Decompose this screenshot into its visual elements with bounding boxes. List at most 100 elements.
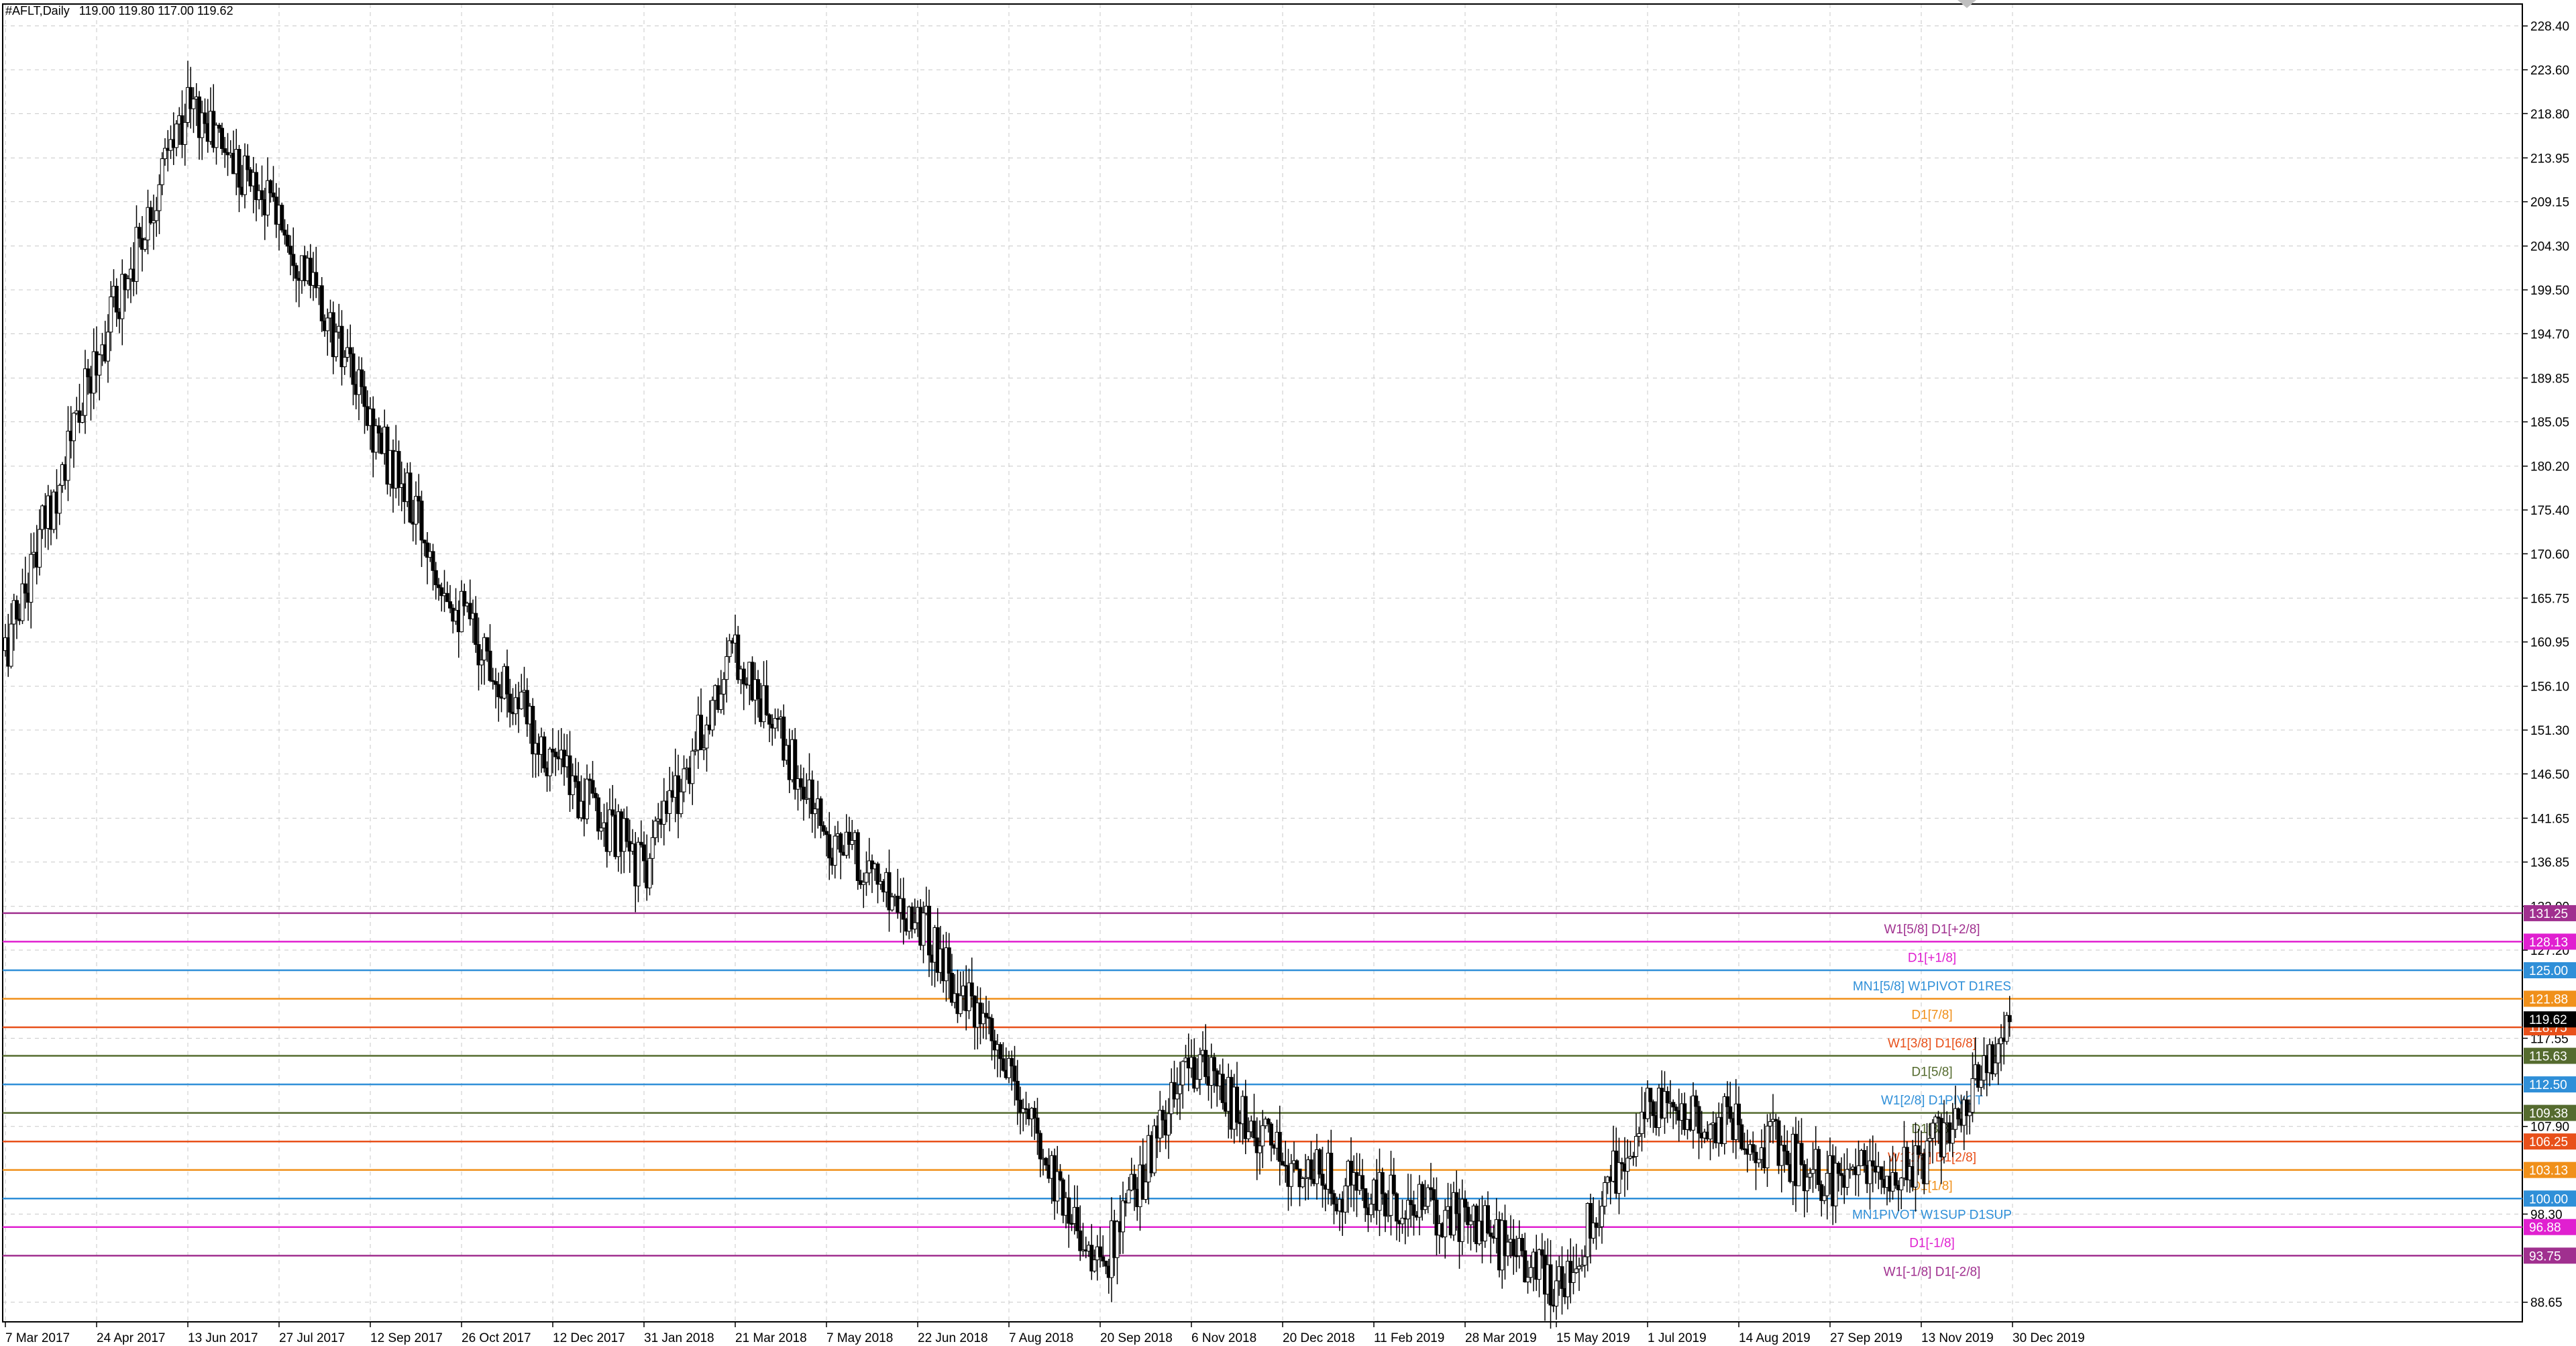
candle-body (927, 905, 931, 955)
candle-body (1320, 1174, 1325, 1186)
candle-body (291, 254, 296, 266)
candle-body (1847, 1168, 1852, 1171)
candle-body (775, 718, 780, 720)
candle-body (66, 430, 70, 481)
candle-body (1765, 1125, 1770, 1168)
candle-body (1021, 1108, 1026, 1113)
candle-body (810, 779, 814, 815)
candle-body (847, 831, 851, 845)
candle-body (650, 837, 655, 859)
candle-body (1423, 1206, 1428, 1210)
candle-body (280, 205, 284, 231)
candle-body (1078, 1230, 1083, 1251)
candle-body (325, 317, 330, 331)
candle-body (722, 679, 726, 694)
candle-body (1067, 1197, 1071, 1224)
time-tick-label: 20 Dec 2018 (1283, 1331, 1355, 1345)
price-tag-label: 112.50 (2529, 1078, 2567, 1092)
candle-body (1254, 1137, 1259, 1153)
candle-body (1486, 1205, 1490, 1233)
candle-body (494, 681, 498, 685)
price-tag-label: 125.00 (2529, 964, 2568, 978)
candle-body (200, 112, 205, 138)
candle-body (1560, 1266, 1564, 1289)
candle-body (693, 749, 698, 752)
candle-body (163, 148, 167, 160)
candle-body (1913, 1145, 1918, 1188)
candle-body (1281, 1161, 1285, 1166)
candle-body (1942, 1122, 1946, 1157)
candle-body (690, 750, 695, 784)
candle-body (642, 844, 646, 862)
candle-body (1904, 1147, 1909, 1181)
candle-body (1098, 1246, 1102, 1257)
candle-body (1252, 1121, 1256, 1139)
candle-body (86, 368, 91, 378)
time-tick-label: 7 Mar 2017 (5, 1331, 70, 1345)
candle-body (1722, 1096, 1727, 1144)
candle-body (1776, 1120, 1781, 1166)
candle-body (282, 229, 287, 236)
price-tag (2524, 1133, 2576, 1150)
price-tick-label: 156.10 (2530, 680, 2569, 694)
candle-body (519, 691, 524, 709)
price-tick-label: 223.60 (2530, 64, 2569, 78)
candle-body (1933, 1117, 1938, 1124)
price-tick-label: 189.85 (2530, 372, 2569, 386)
candle-body (850, 840, 855, 845)
candle-body (1956, 1108, 1961, 1120)
candle-body (437, 584, 441, 588)
candle-body (718, 693, 723, 710)
candle-body (1012, 1066, 1017, 1082)
candle-body (1817, 1149, 1821, 1185)
time-tick-label: 26 Oct 2017 (462, 1331, 531, 1345)
candle-body (271, 193, 276, 198)
candle-body (570, 775, 575, 795)
candle-body (1728, 1106, 1733, 1119)
price-tick-label: 146.50 (2530, 768, 2569, 782)
candle-body (254, 172, 258, 201)
candle-body (1836, 1163, 1841, 1174)
price-tag (2524, 933, 2576, 950)
candle-body (1936, 1117, 1941, 1119)
candle-body (29, 554, 34, 603)
candle-body (445, 592, 449, 603)
candle-body (741, 668, 746, 684)
candle-body (1950, 1129, 1955, 1144)
price-tag-label: 109.38 (2529, 1107, 2568, 1121)
candle-body (1925, 1141, 1929, 1184)
candle-body (576, 781, 581, 819)
candle-body (782, 716, 786, 761)
price-tag-label: 100.00 (2529, 1192, 2568, 1206)
candle-body (1380, 1172, 1385, 1194)
price-tag (2524, 1076, 2576, 1093)
candle-body (773, 718, 777, 729)
candle-body (1845, 1169, 1849, 1188)
candle-body (460, 590, 464, 633)
candle-body (1548, 1264, 1553, 1306)
candle-body (1996, 1043, 2000, 1064)
candle-body (901, 898, 906, 920)
candle-body (1993, 1062, 1998, 1074)
price-tag-label: 131.25 (2529, 907, 2568, 921)
level-label: MN1PIVOT W1SUP D1SUP (1852, 1208, 2012, 1222)
candle-body (610, 809, 615, 816)
candle-body (106, 331, 110, 362)
candle-body (1460, 1198, 1464, 1242)
candle-body (72, 413, 76, 442)
candle-body (217, 125, 221, 129)
time-tick-label: 1 Jul 2019 (1648, 1331, 1707, 1345)
candle-body (767, 714, 771, 725)
candle-body (1329, 1153, 1334, 1194)
candle-body (474, 613, 478, 645)
chart-shift-marker[interactable] (1957, 0, 1976, 8)
time-tick-label: 12 Sep 2017 (370, 1331, 443, 1345)
candle-body (1737, 1103, 1741, 1125)
candle-body (1739, 1124, 1744, 1149)
candle-body (1332, 1193, 1336, 1205)
candle-body (1010, 1057, 1014, 1067)
candle-body (1144, 1182, 1148, 1200)
candle-body (921, 913, 926, 946)
